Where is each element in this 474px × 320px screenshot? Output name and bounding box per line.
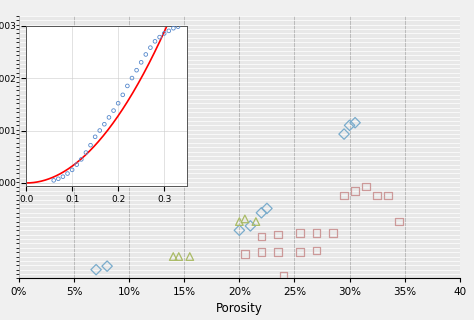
Point — [274, 232, 282, 237]
Point — [82, 150, 90, 155]
Point — [87, 143, 94, 148]
Point — [296, 250, 304, 255]
X-axis label: Porosity: Porosity — [216, 301, 263, 315]
Point — [236, 219, 243, 224]
Point — [110, 108, 118, 113]
Point — [351, 120, 359, 125]
Point — [241, 251, 249, 256]
Point — [78, 157, 85, 162]
Point — [340, 193, 348, 198]
Point — [241, 216, 249, 221]
Point — [258, 250, 265, 255]
Point — [73, 162, 81, 167]
Point — [258, 234, 265, 239]
Point — [119, 92, 127, 97]
Point — [151, 39, 159, 44]
Point — [313, 230, 320, 236]
Point — [142, 52, 150, 57]
Point — [246, 223, 254, 228]
Point — [384, 193, 392, 198]
Point — [165, 28, 173, 33]
Point — [174, 24, 182, 29]
Point — [133, 68, 140, 73]
Point — [160, 31, 168, 36]
Point — [346, 123, 354, 128]
Point — [68, 167, 76, 172]
Point — [362, 184, 370, 189]
Point — [124, 84, 131, 89]
Point — [50, 178, 57, 183]
Point — [146, 45, 154, 50]
Point — [351, 188, 359, 194]
Point — [92, 267, 100, 272]
Point — [156, 35, 164, 40]
Point — [170, 254, 177, 259]
Point — [340, 132, 348, 137]
Point — [64, 171, 71, 176]
Point — [280, 273, 287, 278]
Point — [395, 219, 403, 224]
Point — [96, 128, 103, 133]
Point — [170, 26, 177, 31]
Point — [329, 230, 337, 236]
Point — [91, 134, 99, 140]
Point — [137, 60, 145, 65]
Point — [374, 193, 381, 198]
Point — [252, 219, 260, 224]
Point — [175, 254, 182, 259]
Point — [114, 101, 122, 106]
Point — [186, 254, 193, 259]
Point — [105, 115, 113, 120]
Point — [103, 264, 111, 269]
Point — [296, 230, 304, 236]
Point — [274, 250, 282, 255]
Point — [128, 76, 136, 81]
Point — [100, 122, 108, 127]
Point — [55, 176, 62, 181]
Point — [263, 206, 271, 211]
Point — [236, 228, 243, 233]
Point — [258, 210, 265, 215]
Point — [313, 248, 320, 253]
Point — [59, 174, 67, 179]
